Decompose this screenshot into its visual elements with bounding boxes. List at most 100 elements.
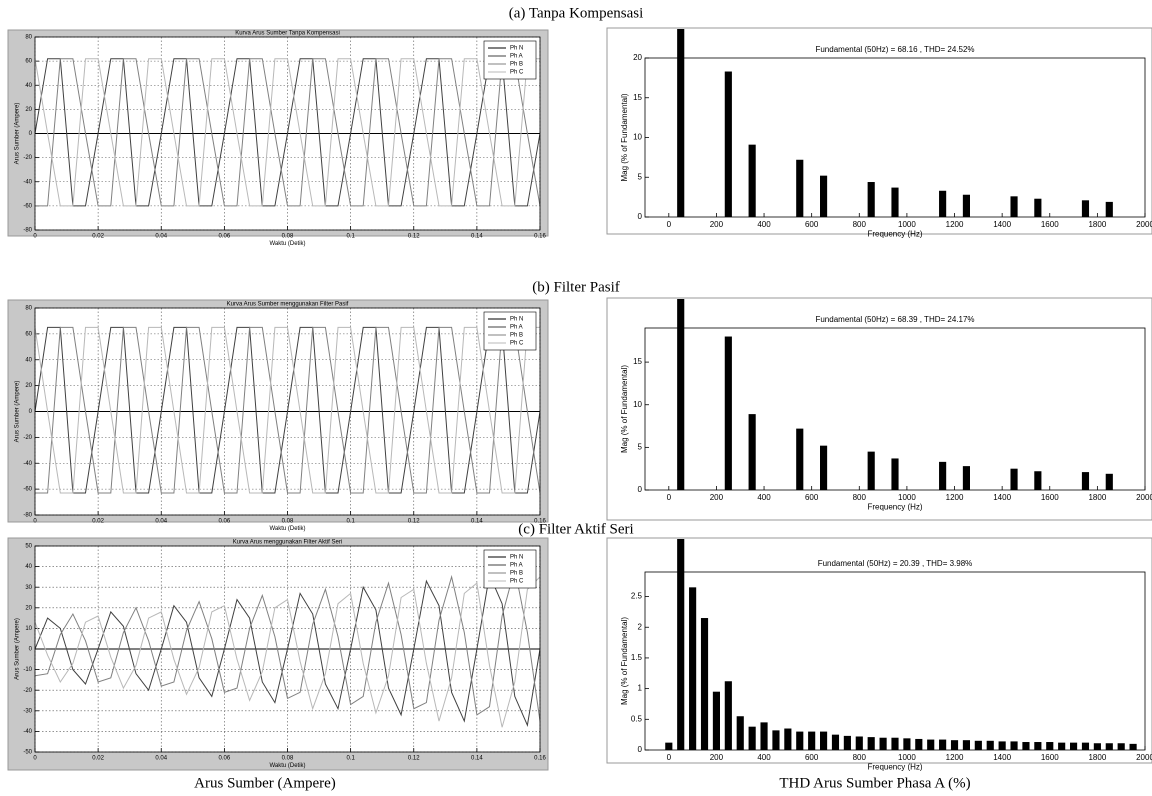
plot-area [677,29,1113,217]
bar [677,299,685,490]
bar [796,731,804,750]
y-tick-label: 80 [25,306,32,312]
y-tick-label: 0 [638,745,643,754]
bar [1129,743,1137,750]
legend-label: Ph B [510,333,523,339]
x-axis-label: Frequency (Hz) [867,763,922,772]
x-tick-label: 1000 [898,220,916,229]
bar [1034,742,1042,750]
y-tick-label: 50 [25,544,32,550]
bar [939,739,947,750]
y-tick-label: -20 [23,155,32,161]
axes-frame [34,307,541,516]
bar [665,742,673,750]
bar [1010,196,1018,217]
bar [927,739,935,750]
chart-title: Fundamental (50Hz) = 68.39 , THD= 24.17% [815,315,974,324]
y-tick-label: 20 [633,53,642,62]
y-tick-label: 40 [25,83,32,89]
axes-frame [644,571,1146,751]
bar [891,737,899,750]
x-tick-label: 2000 [1136,753,1152,762]
x-tick-label: 0.1 [346,519,355,525]
x-tick-label: 0.16 [534,234,546,240]
x-tick-label: 1400 [993,493,1011,502]
bar [1081,742,1090,750]
y-tick-label: 2 [638,622,643,631]
bar [1081,472,1090,490]
series-line [35,568,540,722]
chart-title: Fundamental (50Hz) = 68.16 , THD= 24.52% [815,45,974,54]
bar [1010,468,1018,490]
x-tick-label: 0.02 [92,234,104,240]
bar [867,182,875,217]
caption: (b) Filter Pasif [532,279,620,295]
plot-area [35,326,540,494]
x-tick-label: 200 [710,220,724,229]
bar [1081,200,1090,217]
x-tick-label: 0 [667,220,672,229]
x-tick-label: 1800 [1088,493,1106,502]
x-tick-label: 800 [853,493,867,502]
x-tick-label: 1000 [898,493,916,502]
bar [760,722,768,750]
bar [855,736,863,750]
bar [831,734,840,750]
y-tick-label: 1.5 [631,653,643,662]
legend-label: Ph C [510,70,524,76]
y-tick-label: 30 [25,585,32,591]
bar [962,740,970,750]
bar [784,728,792,750]
legend-label: Ph A [510,325,523,331]
y-tick-label: 10 [25,626,32,632]
x-tick-label: 1200 [946,753,964,762]
chart-title: Kurva Arus Sumber Tanpa Kompensasi [235,31,340,37]
bar [1093,743,1101,750]
y-tick-label: 40 [25,357,32,363]
bar [867,451,875,490]
bar [962,466,970,490]
x-tick-label: 2000 [1136,493,1152,502]
bar [879,737,887,750]
x-axis-label: Frequency (Hz) [867,503,922,512]
legend-label: Ph C [510,341,524,347]
bar [820,731,828,750]
x-axis-label: Waktu (Detik) [269,763,305,769]
bar [748,144,756,217]
bar [1034,471,1042,490]
x-tick-label: 1200 [946,493,964,502]
x-tick-label: 0.04 [155,756,167,762]
legend-box [483,311,537,351]
x-tick-label: 0.1 [346,756,355,762]
x-tick-label: 0.16 [534,756,546,762]
y-tick-label: 1 [638,684,643,693]
plot-area [35,568,540,728]
bar [915,738,923,750]
y-tick-label: 0 [29,409,33,415]
x-tick-label: 2000 [1136,220,1152,229]
y-tick-label: -20 [23,435,32,441]
x-tick-label: 0.08 [282,519,294,525]
bar [689,587,697,750]
legend-box [483,549,537,589]
y-tick-label: -50 [23,750,32,756]
plot-area [665,539,1137,750]
x-tick-label: 600 [805,753,819,762]
x-tick-label: 1200 [946,220,964,229]
x-tick-label: 0.06 [219,756,231,762]
plot-area [677,299,1113,490]
bar [1105,201,1113,217]
y-axis-label: Arus Sumber (Ampere) [15,618,21,680]
bar [724,71,732,217]
axes-frame [644,57,1146,218]
x-tick-label: 0.12 [408,234,420,240]
x-tick-label: 0.12 [408,519,420,525]
bar [1022,742,1030,750]
x-tick-label: 1600 [1041,753,1059,762]
footer: Arus Sumber (Ampere) [194,775,336,791]
y-tick-label: 0 [638,212,643,221]
y-tick-label: 15 [633,93,642,102]
y-tick-label: 5 [638,172,643,181]
x-tick-label: 400 [757,753,771,762]
bar [1070,742,1078,750]
